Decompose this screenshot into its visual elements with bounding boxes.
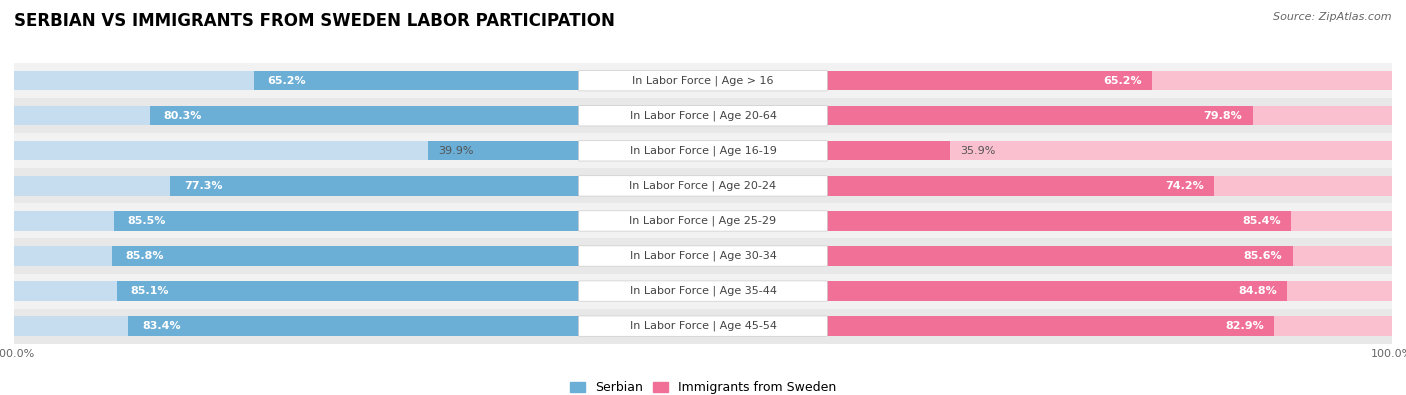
Bar (128, 316, 703, 336)
Text: 79.8%: 79.8% (1204, 111, 1243, 121)
Legend: Serbian, Immigrants from Sweden: Serbian, Immigrants from Sweden (565, 376, 841, 395)
Bar (703, 106, 1253, 126)
Bar (703, 211, 1392, 231)
Text: In Labor Force | Age 30-34: In Labor Force | Age 30-34 (630, 251, 776, 261)
Bar (703, 71, 1392, 90)
Bar (14, 176, 703, 196)
Bar (427, 141, 703, 160)
Bar (14, 63, 1392, 98)
Bar (703, 281, 1288, 301)
Bar (703, 316, 1392, 336)
Bar (14, 239, 1392, 273)
Bar (14, 134, 1392, 168)
Text: 85.1%: 85.1% (131, 286, 169, 296)
Bar (14, 246, 703, 266)
Text: In Labor Force | Age 25-29: In Labor Force | Age 25-29 (630, 216, 776, 226)
Text: 65.2%: 65.2% (1104, 76, 1142, 86)
FancyBboxPatch shape (579, 281, 827, 301)
Bar (703, 281, 1392, 301)
Bar (14, 308, 1392, 344)
Bar (703, 141, 1392, 160)
Text: 77.3%: 77.3% (184, 181, 222, 191)
FancyBboxPatch shape (579, 316, 827, 336)
Text: 85.8%: 85.8% (125, 251, 165, 261)
Text: In Labor Force | Age 20-64: In Labor Force | Age 20-64 (630, 111, 776, 121)
Bar (703, 176, 1215, 196)
Text: 85.4%: 85.4% (1243, 216, 1281, 226)
Text: 39.9%: 39.9% (439, 146, 474, 156)
Text: 82.9%: 82.9% (1225, 321, 1264, 331)
Bar (14, 168, 1392, 203)
Bar (14, 316, 703, 336)
Bar (14, 106, 703, 126)
Text: 85.5%: 85.5% (128, 216, 166, 226)
FancyBboxPatch shape (579, 141, 827, 161)
Bar (14, 71, 703, 90)
Text: In Labor Force | Age 35-44: In Labor Force | Age 35-44 (630, 286, 776, 296)
Bar (14, 211, 703, 231)
Text: In Labor Force | Age 45-54: In Labor Force | Age 45-54 (630, 321, 776, 331)
Bar (14, 98, 1392, 134)
FancyBboxPatch shape (579, 105, 827, 126)
Bar (703, 246, 1392, 266)
Text: 83.4%: 83.4% (142, 321, 181, 331)
Bar (117, 281, 703, 301)
Text: In Labor Force | Age 20-24: In Labor Force | Age 20-24 (630, 181, 776, 191)
Bar (703, 211, 1291, 231)
Bar (703, 71, 1152, 90)
Text: 85.6%: 85.6% (1244, 251, 1282, 261)
Text: 35.9%: 35.9% (960, 146, 995, 156)
Text: 80.3%: 80.3% (163, 111, 202, 121)
Text: 74.2%: 74.2% (1166, 181, 1204, 191)
Bar (703, 246, 1292, 266)
FancyBboxPatch shape (579, 176, 827, 196)
Bar (254, 71, 703, 90)
Bar (703, 141, 950, 160)
Text: 65.2%: 65.2% (267, 76, 307, 86)
Bar (703, 316, 1274, 336)
Bar (14, 273, 1392, 308)
Bar (112, 246, 703, 266)
Text: 84.8%: 84.8% (1239, 286, 1277, 296)
Bar (150, 106, 703, 126)
Bar (114, 211, 703, 231)
Bar (14, 141, 703, 160)
Text: In Labor Force | Age 16-19: In Labor Force | Age 16-19 (630, 146, 776, 156)
FancyBboxPatch shape (579, 246, 827, 266)
Bar (703, 106, 1392, 126)
Bar (14, 281, 703, 301)
Bar (703, 176, 1392, 196)
Bar (170, 176, 703, 196)
FancyBboxPatch shape (579, 71, 827, 91)
FancyBboxPatch shape (579, 211, 827, 231)
Text: SERBIAN VS IMMIGRANTS FROM SWEDEN LABOR PARTICIPATION: SERBIAN VS IMMIGRANTS FROM SWEDEN LABOR … (14, 12, 614, 30)
Text: In Labor Force | Age > 16: In Labor Force | Age > 16 (633, 75, 773, 86)
Bar (14, 203, 1392, 239)
Text: Source: ZipAtlas.com: Source: ZipAtlas.com (1274, 12, 1392, 22)
